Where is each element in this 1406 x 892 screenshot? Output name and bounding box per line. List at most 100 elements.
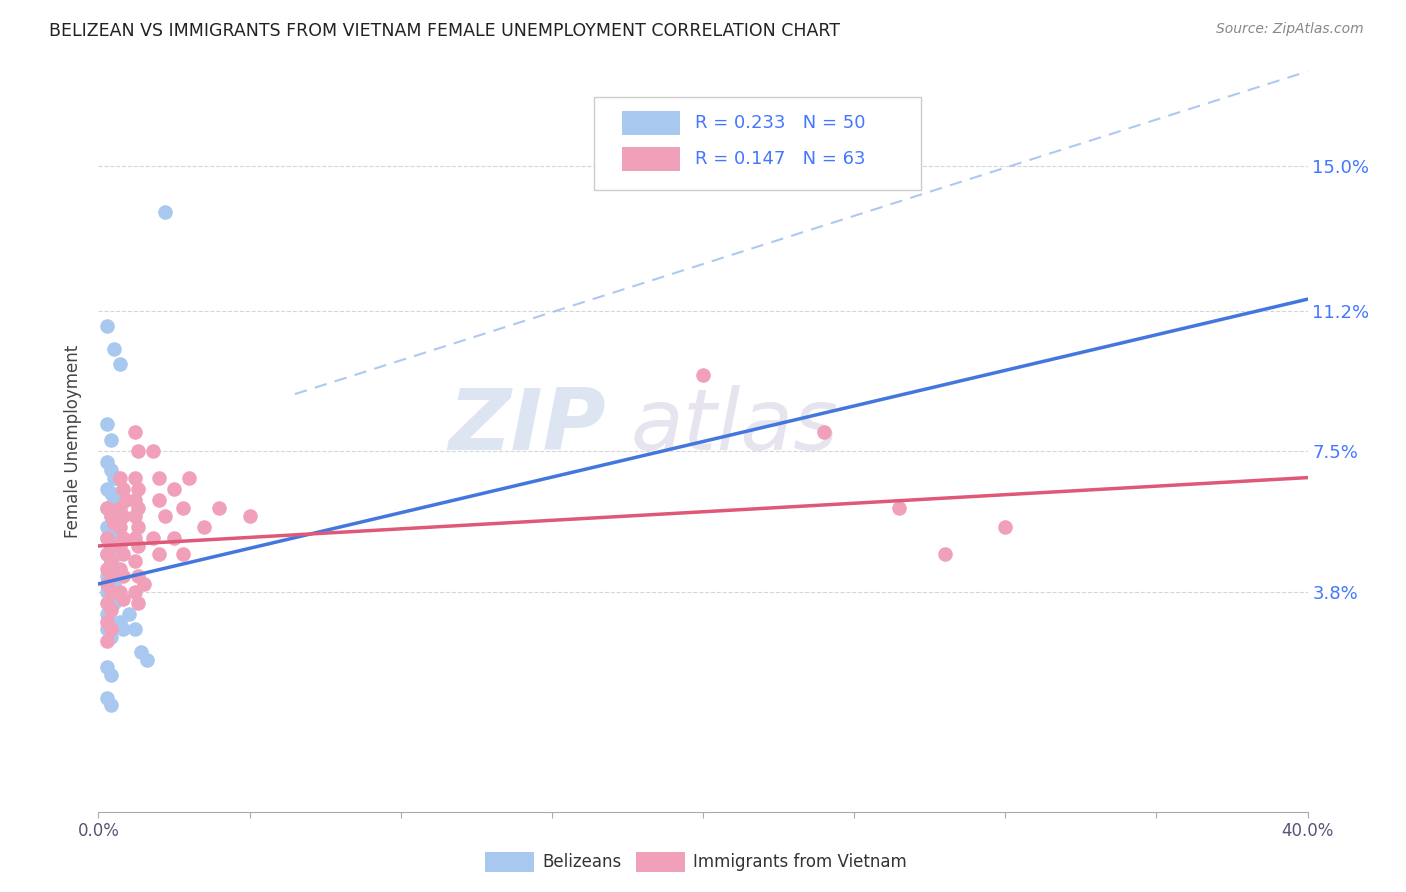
Point	[100, 524, 122, 538]
Point	[100, 508, 122, 523]
Point	[100, 539, 122, 553]
Point	[108, 357, 131, 371]
Point	[100, 569, 122, 583]
Point	[813, 425, 835, 439]
Point	[108, 470, 131, 484]
Point	[208, 500, 231, 515]
Point	[105, 470, 128, 484]
Point	[103, 562, 125, 576]
Text: atlas: atlas	[630, 385, 838, 468]
Point	[100, 592, 122, 607]
Point	[100, 615, 122, 629]
Point	[124, 508, 146, 523]
Point	[111, 508, 134, 523]
Point	[96, 532, 118, 546]
Point	[96, 577, 118, 591]
Point	[153, 204, 176, 219]
Point	[96, 607, 118, 622]
Point	[111, 592, 134, 607]
Point	[163, 482, 186, 496]
Point	[103, 539, 125, 553]
Point	[124, 532, 146, 546]
Point	[127, 482, 149, 496]
Point	[96, 547, 118, 561]
Point	[108, 539, 131, 553]
Point	[100, 433, 122, 447]
Point	[108, 584, 131, 599]
Point	[96, 520, 118, 534]
Point	[148, 470, 170, 484]
Point	[148, 493, 170, 508]
Point	[148, 547, 170, 561]
Point	[105, 516, 128, 531]
Point	[127, 500, 149, 515]
Point	[111, 547, 134, 561]
Point	[127, 569, 149, 583]
Point	[103, 577, 125, 591]
Point	[692, 368, 714, 383]
Point	[103, 516, 125, 531]
Text: Immigrants from Vietnam: Immigrants from Vietnam	[693, 853, 907, 871]
FancyBboxPatch shape	[595, 97, 921, 190]
Point	[889, 500, 911, 515]
Text: BELIZEAN VS IMMIGRANTS FROM VIETNAM FEMALE UNEMPLOYMENT CORRELATION CHART: BELIZEAN VS IMMIGRANTS FROM VIETNAM FEMA…	[49, 22, 841, 40]
FancyBboxPatch shape	[485, 852, 534, 872]
Point	[96, 623, 118, 637]
Point	[163, 532, 186, 546]
Point	[124, 623, 146, 637]
FancyBboxPatch shape	[621, 112, 681, 135]
Point	[193, 520, 215, 534]
Point	[103, 470, 125, 484]
Point	[142, 444, 165, 458]
Point	[100, 485, 122, 500]
Text: Belizeans: Belizeans	[543, 853, 621, 871]
Point	[124, 493, 146, 508]
Point	[100, 584, 122, 599]
Point	[111, 623, 134, 637]
Point	[111, 569, 134, 583]
FancyBboxPatch shape	[637, 852, 685, 872]
Point	[118, 607, 141, 622]
Point	[127, 520, 149, 534]
FancyBboxPatch shape	[621, 147, 681, 170]
Text: R = 0.147   N = 63: R = 0.147 N = 63	[695, 150, 865, 168]
Point	[172, 547, 194, 561]
Point	[103, 527, 125, 541]
Point	[96, 500, 118, 515]
Point	[96, 455, 118, 469]
Point	[96, 596, 118, 610]
Point	[96, 500, 118, 515]
Point	[100, 569, 122, 583]
Point	[179, 470, 201, 484]
Point	[105, 532, 128, 546]
Point	[96, 569, 118, 583]
Point	[108, 562, 131, 576]
Point	[103, 493, 125, 508]
Text: R = 0.233   N = 50: R = 0.233 N = 50	[695, 114, 865, 132]
Point	[105, 500, 128, 515]
Point	[100, 603, 122, 617]
Point	[100, 698, 122, 713]
Point	[108, 615, 131, 629]
Point	[142, 532, 165, 546]
Point	[127, 539, 149, 553]
Point	[100, 630, 122, 644]
Point	[127, 444, 149, 458]
Point	[96, 532, 118, 546]
Point	[239, 508, 262, 523]
Point	[111, 532, 134, 546]
Point	[124, 554, 146, 568]
Point	[934, 547, 956, 561]
Point	[124, 470, 146, 484]
Point	[124, 584, 146, 599]
Point	[100, 554, 122, 568]
Point	[103, 596, 125, 610]
Point	[103, 342, 125, 356]
Point	[96, 417, 118, 432]
Y-axis label: Female Unemployment: Female Unemployment	[65, 345, 83, 538]
Point	[96, 690, 118, 705]
Text: Source: ZipAtlas.com: Source: ZipAtlas.com	[1216, 22, 1364, 37]
Point	[96, 547, 118, 561]
Point	[100, 463, 122, 477]
Point	[129, 645, 152, 659]
